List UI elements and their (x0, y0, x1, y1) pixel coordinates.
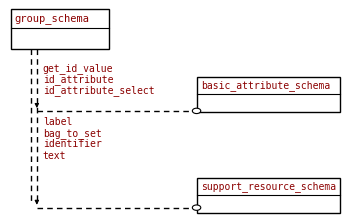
Text: label: label (43, 117, 72, 127)
Text: bag_to_set: bag_to_set (43, 128, 101, 139)
Text: get_id_value: get_id_value (43, 63, 113, 74)
Text: basic_attribute_schema: basic_attribute_schema (201, 80, 330, 91)
Circle shape (192, 205, 201, 210)
Text: text: text (43, 151, 66, 161)
Text: id_attribute: id_attribute (43, 74, 113, 85)
Bar (197, 77, 340, 112)
Text: id_attribute_select: id_attribute_select (43, 85, 154, 96)
Text: identifier: identifier (43, 140, 101, 149)
Bar (11, 9, 109, 49)
Bar (197, 178, 340, 213)
Text: group_schema: group_schema (15, 13, 90, 24)
Circle shape (192, 108, 201, 114)
Text: support_resource_schema: support_resource_schema (201, 181, 336, 192)
